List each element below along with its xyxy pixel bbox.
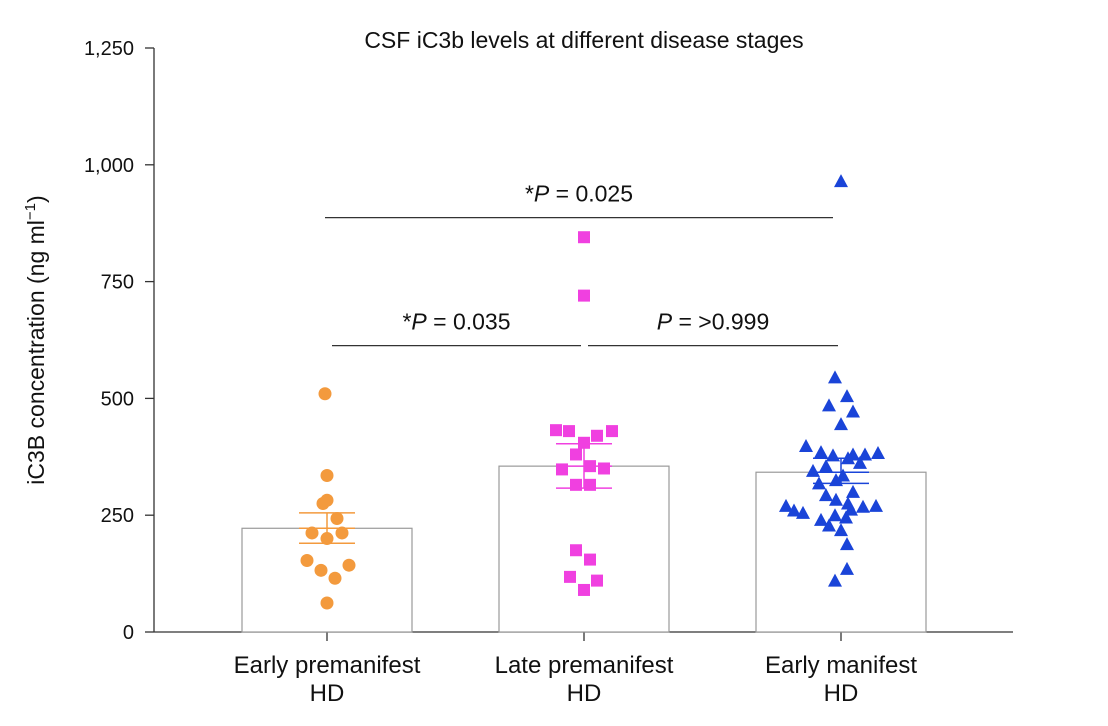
significance-label: *P = 0.035 <box>402 309 510 335</box>
data-point-square <box>606 425 618 438</box>
data-point-triangle <box>799 439 813 453</box>
x-category-label: Late premanifest <box>495 652 674 679</box>
data-point-triangle <box>834 417 848 431</box>
data-point-square <box>570 544 582 557</box>
y-axis-label-suffix: ) <box>23 195 49 203</box>
data-point-triangle <box>787 503 801 517</box>
data-point-triangle <box>806 463 820 477</box>
significance-label-part: P <box>411 309 427 335</box>
significance-label-part: = >0.999 <box>672 309 769 335</box>
data-point-triangle <box>796 505 810 519</box>
data-point-circle <box>300 554 314 568</box>
data-point-triangle <box>869 498 883 512</box>
x-category-label-line2: HD <box>824 680 859 707</box>
data-point-circle <box>335 526 349 540</box>
data-point-triangle <box>822 398 836 412</box>
y-tick-label: 1,000 <box>84 155 134 177</box>
significance-label-part: = 0.025 <box>549 181 633 207</box>
bar-mean <box>241 527 413 633</box>
x-category-label-line2: HD <box>567 680 602 707</box>
data-point-triangle <box>828 573 842 587</box>
data-point-square <box>556 463 568 476</box>
data-point-square <box>591 574 603 587</box>
data-point-triangle <box>853 455 867 469</box>
y-tick-label: 500 <box>101 388 134 410</box>
y-tick-label: 750 <box>101 272 134 294</box>
x-category-label-line2: HD <box>310 680 345 707</box>
significance-label-part: * <box>402 309 411 335</box>
significance-label: P = >0.999 <box>657 309 770 335</box>
data-point-square <box>578 436 590 449</box>
data-point-triangle <box>839 510 853 524</box>
y-axis-label: iC3B concentration (ng ml−1) <box>22 195 49 484</box>
significance-label-part: P <box>534 181 550 207</box>
bar-mean <box>755 471 927 633</box>
data-point-circle <box>320 493 334 507</box>
data-point-circle <box>342 558 356 572</box>
data-point-square <box>570 478 582 491</box>
data-point-square <box>598 462 610 475</box>
data-point-triangle <box>812 476 826 490</box>
data-point-triangle <box>856 499 870 513</box>
data-point-square <box>578 231 590 244</box>
data-point-circle <box>320 532 334 546</box>
data-point-triangle <box>819 459 833 473</box>
y-tick-label: 1,250 <box>84 38 134 60</box>
data-point-triangle <box>871 446 885 460</box>
data-point-triangle <box>834 174 848 188</box>
significance-label: *P = 0.025 <box>525 181 633 207</box>
x-category-label: Early manifest <box>765 652 917 679</box>
data-point-circle <box>320 468 334 482</box>
data-point-triangle <box>829 473 843 487</box>
data-point-triangle <box>814 512 828 526</box>
bar-mean <box>498 465 670 633</box>
data-point-circle <box>320 596 334 610</box>
data-point-circle <box>330 511 344 525</box>
data-point-triangle <box>844 502 858 516</box>
data-point-square <box>570 448 582 461</box>
chart-title: CSF iC3b levels at different disease sta… <box>364 27 803 53</box>
data-point-triangle <box>822 518 836 532</box>
data-point-triangle <box>846 404 860 418</box>
data-point-triangle <box>840 537 854 551</box>
data-point-square <box>578 289 590 302</box>
data-point-triangle <box>829 492 843 506</box>
significance-label-part: P <box>657 309 673 335</box>
y-axis-label-superscript: −1 <box>22 203 39 220</box>
significance-label-part: * <box>525 181 534 207</box>
data-point-triangle <box>814 445 828 459</box>
y-tick-label: 250 <box>101 505 134 527</box>
data-point-circle <box>328 571 342 585</box>
data-point-square <box>591 429 603 442</box>
data-point-square <box>584 478 596 491</box>
data-point-circle <box>314 563 328 577</box>
data-point-triangle <box>828 370 842 384</box>
data-point-triangle <box>840 389 854 403</box>
significance-label-part: = 0.035 <box>427 309 511 335</box>
data-point-triangle <box>846 484 860 498</box>
data-point-square <box>564 570 576 583</box>
data-point-triangle <box>858 447 872 461</box>
data-point-triangle <box>840 561 854 575</box>
data-point-triangle <box>836 468 850 482</box>
data-point-square <box>584 553 596 566</box>
y-axis-label-main: iC3B concentration (ng ml <box>23 220 49 485</box>
x-category-label: Early premanifest <box>234 652 421 679</box>
data-point-circle <box>305 526 319 540</box>
y-tick-label: 0 <box>123 622 134 644</box>
data-point-circle <box>318 387 332 401</box>
data-point-square <box>563 425 575 438</box>
data-point-triangle <box>841 451 855 465</box>
data-point-triangle <box>834 523 848 537</box>
data-point-triangle <box>779 498 793 512</box>
data-point-triangle <box>826 448 840 462</box>
data-point-triangle <box>828 508 842 522</box>
data-point-square <box>578 583 590 596</box>
data-point-square <box>584 460 596 473</box>
data-point-triangle <box>819 488 833 502</box>
data-point-square <box>550 424 562 437</box>
